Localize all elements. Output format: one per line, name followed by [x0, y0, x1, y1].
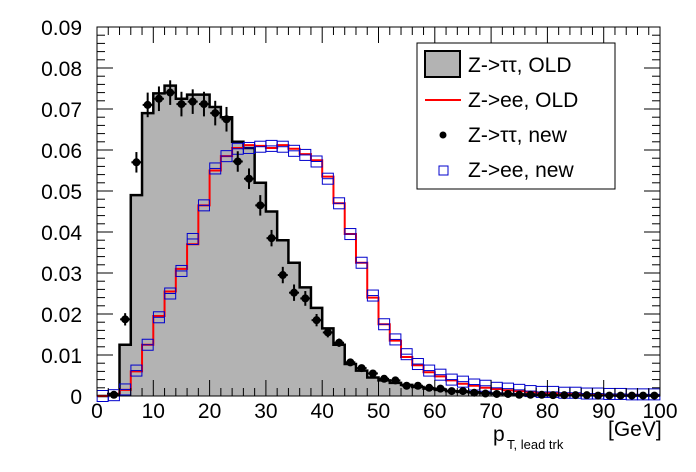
tau-new-marker — [245, 174, 254, 183]
tau-new-marker — [278, 271, 287, 280]
y-tick-label: 0.04 — [41, 222, 82, 245]
x-tick-label: 100 — [642, 400, 677, 423]
y-tick-label: 0.02 — [41, 304, 82, 327]
x-tick-label: 20 — [198, 400, 221, 423]
legend-swatch-tau-old — [424, 50, 461, 78]
tau-new-marker — [177, 100, 186, 109]
legend-swatch-ee-new — [438, 165, 449, 176]
tau-new-marker — [143, 100, 152, 109]
tau-new-marker — [582, 391, 591, 400]
x-tick-label: 90 — [592, 400, 615, 423]
tau-new-marker — [301, 294, 310, 303]
y-tick-label: 0 — [70, 386, 82, 409]
tau-new-marker — [357, 364, 366, 373]
y-tick-label: 0.05 — [41, 181, 82, 204]
tau-new-marker — [154, 94, 163, 103]
tau-new-marker — [503, 389, 512, 398]
x-tick-label: 50 — [367, 400, 390, 423]
tau-new-marker — [492, 389, 501, 398]
x-tick-label: 30 — [254, 400, 277, 423]
x-axis-ticks: 0 10 20 30 40 50 60 70 80 90 100 — [91, 27, 678, 423]
x-tick-label: 80 — [536, 400, 559, 423]
legend-label-tau-new: Z->ττ, new — [468, 124, 568, 147]
tau-new-marker — [346, 358, 355, 367]
tau-new-marker — [368, 369, 377, 378]
x-axis-title: p T, lead trk [GeV] — [493, 418, 662, 452]
y-tick-label: 0.07 — [41, 99, 82, 122]
tau-new-marker — [537, 390, 546, 399]
x-tick-label: 40 — [311, 400, 334, 423]
tau-new-marker — [121, 315, 130, 324]
x-axis-title-subscript: T, lead trk — [507, 437, 564, 452]
x-tick-label: 10 — [142, 400, 165, 423]
tau-new-marker — [199, 100, 208, 109]
axes: 0 10 20 30 40 50 60 70 80 90 100 0 0.01 0.02 0.03 0.04… — [41, 17, 677, 423]
tau-new-marker — [560, 391, 569, 400]
tau-new-marker — [323, 328, 332, 337]
tau-new-marker — [413, 381, 422, 390]
tau-new-marker — [256, 201, 265, 210]
tau-new-marker — [211, 109, 220, 118]
y-tick-label: 0.08 — [41, 58, 82, 81]
plot-area — [96, 80, 661, 402]
y-tick-label: 0.06 — [41, 140, 82, 163]
legend-label-tau-old: Z->ττ, OLD — [468, 54, 572, 77]
y-tick-label: 0.09 — [41, 17, 82, 40]
tau-new-marker — [132, 158, 141, 167]
x-tick-label: 0 — [91, 400, 103, 423]
tau-new-marker — [425, 383, 434, 392]
legend-swatch-tau-new — [439, 131, 447, 139]
tau-new-marker — [458, 387, 467, 396]
tau-new-marker — [526, 390, 535, 399]
tau-new-marker — [447, 387, 456, 396]
y-tick-label: 0.03 — [41, 263, 82, 286]
y-axis-ticks: 0 0.01 0.02 0.03 0.04 0.05 0.06 0.07 0.08 0.09 — [41, 17, 660, 409]
x-axis-title-main: p — [493, 423, 505, 446]
tau-new-marker — [470, 388, 479, 397]
tau-new-marker — [335, 338, 344, 347]
tau-new-marker — [380, 374, 389, 383]
tau-new-marker — [233, 157, 242, 166]
tau-new-marker — [391, 376, 400, 385]
tau-new-marker — [290, 288, 299, 297]
tau-new-marker — [222, 115, 231, 124]
x-axis-title-unit: [GeV] — [608, 418, 662, 441]
tau-new-marker — [402, 381, 411, 390]
x-tick-label: 70 — [479, 400, 502, 423]
legend-label-ee-old: Z->ee, OLD — [468, 89, 578, 112]
tau-new-marker — [549, 391, 558, 400]
legend-label-ee-new: Z->ee, new — [468, 159, 574, 182]
tau-new-marker — [515, 390, 524, 399]
y-tick-label: 0.01 — [41, 345, 82, 368]
tau-new-marker — [312, 316, 321, 325]
x-tick-label: 60 — [423, 400, 446, 423]
tau-new-marker — [109, 390, 118, 399]
tau-new-marker — [267, 234, 276, 243]
legend: Z->ττ, OLD Z->ee, OLD Z->ττ, new Z->ee, … — [416, 42, 616, 190]
tau-new-marker — [188, 97, 197, 106]
tau-new-marker — [436, 384, 445, 393]
tau-new-marker — [166, 88, 175, 97]
tau-new-marker — [571, 391, 580, 400]
